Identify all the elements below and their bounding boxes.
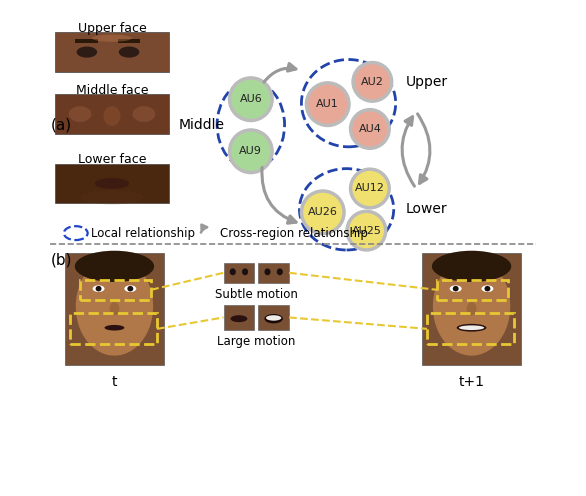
Ellipse shape (485, 286, 490, 292)
Ellipse shape (81, 190, 144, 204)
Bar (258, 263, 289, 283)
Circle shape (353, 112, 387, 146)
Text: (a): (a) (51, 118, 72, 132)
Ellipse shape (103, 106, 121, 126)
Circle shape (346, 210, 387, 251)
Circle shape (232, 132, 270, 170)
Bar (80, 280, 151, 300)
Text: Middle face: Middle face (76, 84, 148, 97)
Text: Upper: Upper (406, 75, 448, 89)
Text: Lower: Lower (406, 202, 448, 216)
Ellipse shape (242, 268, 248, 275)
Bar (55, 164, 169, 203)
Text: AU12: AU12 (355, 184, 385, 193)
Ellipse shape (110, 302, 120, 315)
Ellipse shape (266, 315, 281, 320)
Ellipse shape (482, 285, 493, 292)
Ellipse shape (456, 324, 486, 332)
Circle shape (232, 80, 270, 118)
Circle shape (301, 190, 345, 235)
Text: t+1: t+1 (459, 375, 485, 389)
Text: AU2: AU2 (361, 77, 384, 87)
Ellipse shape (77, 47, 97, 58)
Text: Lower face: Lower face (78, 153, 146, 166)
Text: Local relationship: Local relationship (91, 227, 195, 240)
Bar (76, 39, 98, 43)
Bar (70, 313, 157, 344)
Text: AU26: AU26 (308, 207, 338, 217)
Ellipse shape (119, 47, 139, 58)
Text: AU4: AU4 (359, 124, 381, 134)
Circle shape (349, 214, 383, 248)
Text: AU9: AU9 (240, 146, 263, 156)
Ellipse shape (466, 302, 476, 315)
Ellipse shape (104, 325, 124, 330)
Circle shape (353, 172, 387, 205)
Ellipse shape (433, 257, 510, 356)
Bar (422, 253, 521, 365)
Bar (427, 313, 515, 344)
Circle shape (352, 62, 393, 102)
Ellipse shape (453, 286, 459, 292)
Bar (224, 305, 254, 330)
Ellipse shape (230, 315, 247, 322)
Ellipse shape (76, 257, 153, 356)
Ellipse shape (449, 285, 462, 292)
Circle shape (309, 85, 346, 123)
Ellipse shape (124, 285, 137, 292)
Circle shape (229, 77, 273, 122)
Ellipse shape (92, 35, 132, 42)
Circle shape (349, 168, 390, 209)
Circle shape (349, 109, 390, 149)
Circle shape (229, 129, 273, 174)
Text: AU1: AU1 (316, 99, 339, 109)
Text: Upper face: Upper face (77, 22, 146, 35)
Ellipse shape (230, 268, 236, 275)
Ellipse shape (264, 314, 283, 323)
Ellipse shape (95, 178, 129, 189)
Ellipse shape (132, 106, 155, 122)
Text: Subtle motion: Subtle motion (215, 288, 298, 301)
Bar (437, 280, 508, 300)
Text: AU6: AU6 (240, 94, 262, 104)
Ellipse shape (96, 286, 101, 292)
Text: Large motion: Large motion (217, 335, 295, 348)
Text: t: t (112, 375, 117, 389)
Ellipse shape (459, 325, 484, 330)
Text: (b): (b) (51, 253, 73, 268)
Ellipse shape (432, 250, 511, 282)
Bar (224, 263, 254, 283)
Text: Cross-region relationship: Cross-region relationship (220, 227, 367, 240)
Bar (65, 253, 164, 365)
Text: Middle: Middle (178, 118, 224, 132)
Circle shape (356, 65, 389, 99)
Bar (118, 39, 141, 43)
Circle shape (305, 82, 350, 126)
Ellipse shape (93, 285, 104, 292)
Ellipse shape (264, 268, 271, 275)
Ellipse shape (127, 286, 133, 292)
Ellipse shape (69, 106, 91, 122)
Text: AU25: AU25 (352, 226, 381, 236)
Ellipse shape (277, 268, 283, 275)
Bar (258, 305, 289, 330)
Circle shape (304, 193, 342, 231)
Bar (55, 32, 169, 72)
Bar (55, 94, 169, 134)
Ellipse shape (75, 250, 154, 282)
